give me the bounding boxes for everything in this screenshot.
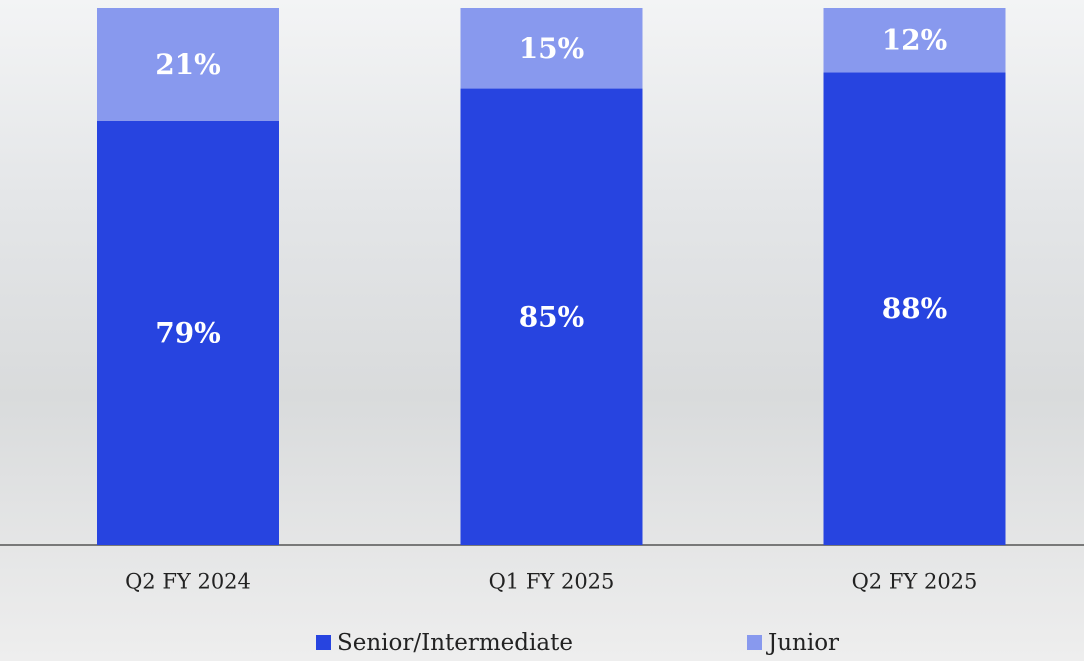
bar-segment <box>97 8 279 121</box>
bar-segment <box>460 8 643 89</box>
legend-swatch <box>316 635 331 650</box>
value-label: 79% <box>155 316 221 349</box>
legend-label: Senior/Intermediate <box>337 630 573 656</box>
x-tick-label: Q2 FY 2024 <box>125 570 251 594</box>
value-label: 21% <box>155 48 221 81</box>
value-label: 12% <box>882 24 948 57</box>
x-tick-label: Q2 FY 2025 <box>852 570 978 594</box>
legend-label: Junior <box>766 630 839 656</box>
value-label: 88% <box>882 292 948 325</box>
value-label: 85% <box>519 300 585 333</box>
x-tick-label: Q1 FY 2025 <box>489 570 615 594</box>
bar-segment <box>823 8 1006 73</box>
value-label: 15% <box>519 32 585 65</box>
legend-swatch <box>747 635 762 650</box>
bar-segment <box>460 88 643 546</box>
bar-segment <box>97 120 279 546</box>
bar-segment <box>823 72 1006 545</box>
